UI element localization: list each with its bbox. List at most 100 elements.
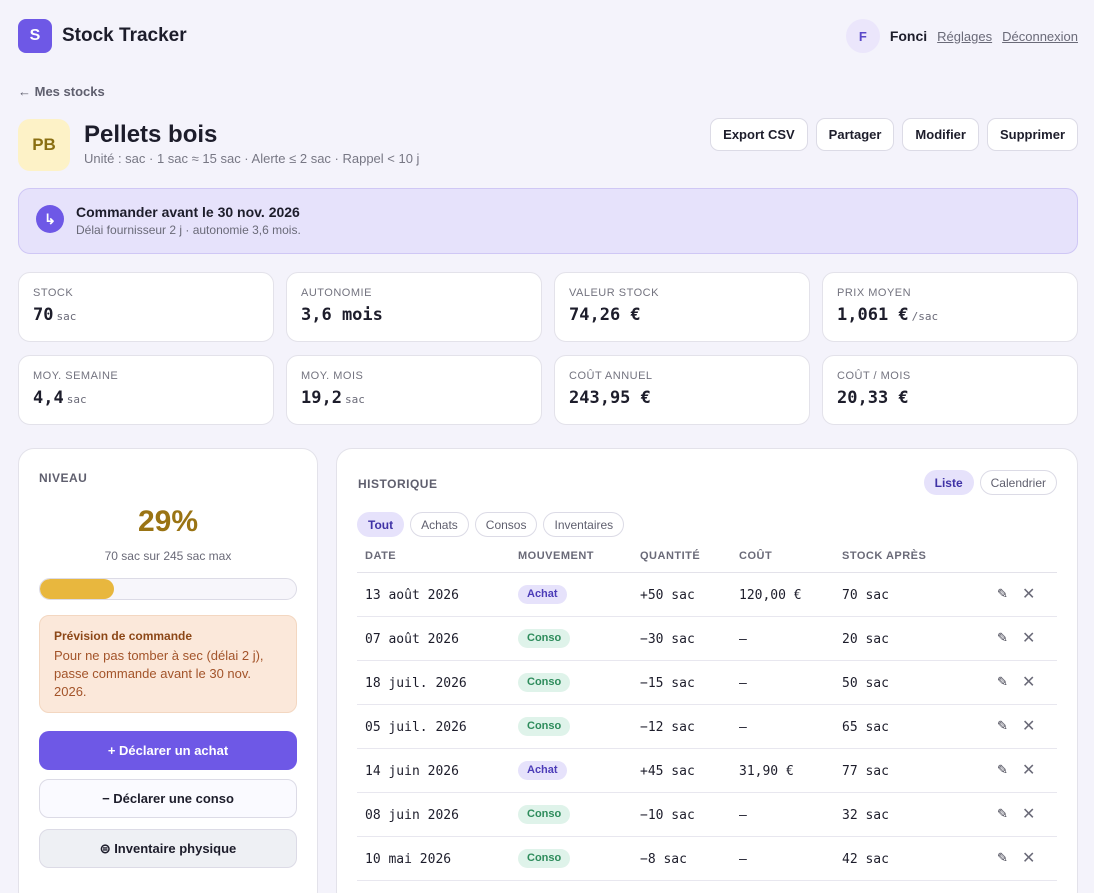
row-quantity: −12 sac (640, 720, 695, 735)
stat-card-cout-mois: Coût / mois 20,33 € (822, 355, 1078, 425)
stat-number: 3,6 mois (301, 305, 383, 325)
stat-value: 19,2 sac (301, 388, 527, 408)
history-filters: Tout Achats Consos Inventaires (357, 512, 625, 537)
stat-unit: /sac (911, 310, 939, 323)
column-header-movement: MOUVEMENT (518, 550, 594, 562)
logout-link[interactable]: Déconnexion (1002, 28, 1078, 44)
forecast-text: Pour ne pas tomber à sec (délai 2 j), pa… (54, 648, 264, 699)
edit-icon[interactable]: ✎ (997, 718, 1008, 733)
delete-icon[interactable]: ✕ (1022, 806, 1036, 823)
table-row: 05 juil. 2026 −12 sac — 65 sac Conso ✎ ✕ (357, 705, 1057, 749)
stat-label: Valeur stock (569, 287, 659, 299)
filter-inventories[interactable]: Inventaires (543, 512, 625, 537)
row-quantity: −8 sac (640, 852, 687, 867)
movement-badge: Conso (518, 629, 571, 648)
stat-card-stock: Stock 70 sac (18, 272, 274, 342)
stat-value: 3,6 mois (301, 305, 527, 325)
level-percent: 29% (137, 505, 199, 538)
app-title[interactable]: Stock Tracker (62, 25, 187, 46)
delete-icon[interactable]: ✕ (1022, 718, 1036, 735)
stat-card-moy-mois: Moy. mois 19,2 sac (286, 355, 542, 425)
delete-icon[interactable]: ✕ (1022, 850, 1036, 867)
delete-icon[interactable]: ✕ (1022, 674, 1036, 691)
row-date: 13 août 2026 (365, 588, 459, 603)
stat-card-moy-semaine: Moy. semaine 4,4 sac (18, 355, 274, 425)
column-header-quantity: QUANTITÉ (640, 550, 701, 562)
history-table-body: 13 août 2026 +50 sac 120,00 € 70 sac Achat ✎ ✕… (357, 573, 1057, 881)
filter-purchases[interactable]: Achats (410, 512, 469, 537)
row-stock-after: 50 sac (842, 676, 889, 691)
edit-icon[interactable]: ✎ (997, 850, 1008, 865)
export-csv-button[interactable]: Export CSV (710, 118, 808, 151)
row-date: 07 août 2026 (365, 632, 459, 647)
row-cost: 31,90 € (739, 764, 794, 779)
delete-icon[interactable]: ✕ (1022, 586, 1036, 603)
user-name: Fonci (889, 28, 928, 44)
order-alert-subtitle: Délai fournisseur 2 j · autonomie 3,6 mo… (76, 223, 301, 237)
row-date: 18 juil. 2026 (365, 676, 467, 691)
physical-inventory-button[interactable]: ⊜ Inventaire physique (39, 829, 297, 868)
filter-consumptions[interactable]: Consos (474, 512, 538, 537)
forecast-box: Prévision de commande Pour ne pas tomber… (39, 615, 297, 713)
row-movement: Achat (518, 585, 567, 604)
row-stock-after: 77 sac (842, 764, 889, 779)
top-bar: S Stock Tracker F Fonci Réglages Déconne… (18, 19, 1078, 53)
stat-unit: sac (66, 393, 87, 406)
stat-number: 19,2 (301, 388, 342, 408)
view-calendar-tab[interactable]: Calendrier (979, 470, 1057, 495)
stat-value: 1,061 €/sac (837, 305, 1063, 325)
stat-label: Coût / mois (837, 370, 911, 382)
level-progress-bar (39, 578, 297, 600)
stat-label: Prix moyen (837, 287, 912, 299)
stat-card-cout-annuel: Coût annuel 243,95 € (554, 355, 810, 425)
stat-card-prix-moyen: Prix moyen 1,061 €/sac (822, 272, 1078, 342)
app-logo[interactable]: S (18, 19, 52, 53)
row-movement: Achat (518, 761, 567, 780)
row-date: 08 juin 2026 (365, 808, 459, 823)
row-date: 10 mai 2026 (365, 852, 452, 867)
avatar[interactable]: F (845, 19, 880, 53)
view-list-tab[interactable]: Liste (923, 470, 974, 495)
history-title: HISTORIQUE (358, 477, 438, 491)
stat-unit: sac (56, 310, 77, 323)
share-button[interactable]: Partager (815, 118, 895, 151)
delete-icon[interactable]: ✕ (1022, 762, 1036, 779)
edit-button[interactable]: Modifier (902, 118, 979, 151)
edit-icon[interactable]: ✎ (997, 630, 1008, 645)
edit-icon[interactable]: ✎ (997, 762, 1008, 777)
row-stock-after: 20 sac (842, 632, 889, 647)
edit-icon[interactable]: ✎ (997, 806, 1008, 821)
edit-icon[interactable]: ✎ (997, 674, 1008, 689)
table-row: 14 juin 2026 +45 sac 31,90 € 77 sac Achat ✎ ✕ (357, 749, 1057, 793)
stat-number: 70 (33, 305, 54, 325)
row-movement: Conso (518, 849, 571, 868)
declare-purchase-button[interactable]: + Déclarer un achat (39, 731, 297, 770)
stats-grid: Stock 70 sac Autonomie 3,6 mois Valeur st… (18, 272, 1078, 425)
filter-all[interactable]: Tout (357, 512, 405, 537)
stat-number: 1,061 € (837, 305, 909, 325)
settings-link[interactable]: Réglages (937, 28, 993, 44)
column-header-date: DATE (365, 550, 397, 562)
stat-number: 243,95 € (569, 388, 651, 408)
edit-icon[interactable]: ✎ (997, 586, 1008, 601)
stat-unit: sac (344, 393, 365, 406)
row-quantity: −10 sac (640, 808, 695, 823)
row-cost: 120,00 € (739, 588, 802, 603)
delete-icon[interactable]: ✕ (1022, 630, 1036, 647)
stat-label: Moy. semaine (33, 370, 119, 382)
product-meta: Unité : sac · 1 sac ≈ 15 sac · Alerte ≤ … (84, 151, 420, 166)
stat-value: 74,26 € (569, 305, 795, 325)
order-alert-icon: ↳ (36, 205, 64, 233)
movement-badge: Conso (518, 717, 571, 736)
back-link[interactable]: ← Mes stocks (18, 84, 105, 99)
delete-button[interactable]: Supprimer (986, 118, 1078, 151)
level-title: NIVEAU (39, 471, 88, 485)
declare-consumption-button[interactable]: − Déclarer une conso (39, 779, 297, 818)
stat-value: 70 sac (33, 305, 259, 325)
table-header: DATE MOUVEMENT QUANTITÉ COÛT STOCK APRÈS (357, 547, 1057, 573)
history-panel: HISTORIQUE Liste Calendrier Tout Achats … (336, 448, 1078, 893)
stat-label: Stock (33, 287, 74, 299)
movement-badge: Conso (518, 673, 571, 692)
stat-number: 20,33 € (837, 388, 909, 408)
stat-value: 243,95 € (569, 388, 795, 408)
